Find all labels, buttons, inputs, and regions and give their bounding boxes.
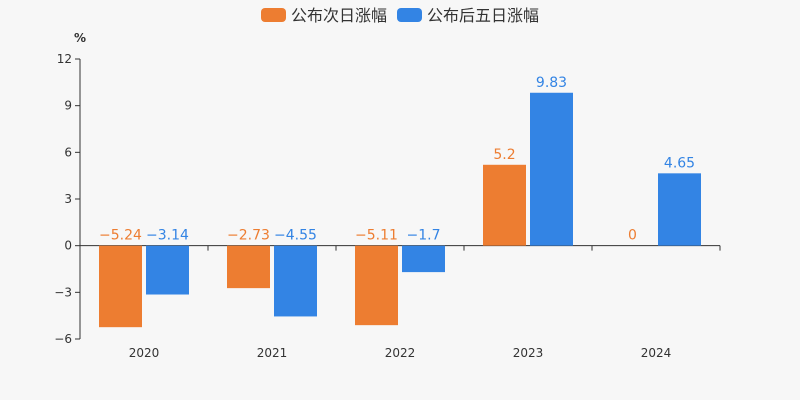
y-tick-label: −6 bbox=[54, 332, 72, 346]
y-tick-label: 12 bbox=[57, 52, 72, 66]
data-label: −2.73 bbox=[227, 228, 270, 244]
bar-2-2024[interactable] bbox=[658, 173, 701, 246]
y-tick-label: 6 bbox=[64, 145, 72, 159]
legend-label: 公布次日涨幅 bbox=[291, 6, 387, 25]
bars bbox=[99, 92, 701, 328]
y-tick-label: 0 bbox=[64, 239, 72, 253]
y-tick-label: 9 bbox=[64, 99, 72, 113]
bar-2-2022[interactable] bbox=[402, 245, 445, 273]
bar-2-2021[interactable] bbox=[274, 245, 317, 317]
legend-swatch bbox=[261, 8, 286, 22]
data-label: −1.7 bbox=[407, 228, 441, 244]
bar-1-2021[interactable] bbox=[227, 245, 270, 289]
bar-1-2023[interactable] bbox=[483, 164, 526, 246]
data-labels: −5.24 −2.73 −5.11 5.2 0 −3.14 −4.55 −1.7 9.83 4.6… bbox=[99, 75, 695, 244]
data-label: −5.24 bbox=[99, 228, 142, 244]
x-tick-label: 2020 bbox=[129, 346, 160, 360]
y-axis-unit-label: % bbox=[74, 31, 86, 45]
x-tick-label: 2024 bbox=[641, 346, 672, 360]
data-label: 0 bbox=[628, 228, 637, 244]
data-label: 4.65 bbox=[664, 155, 695, 171]
bar-2-2020[interactable] bbox=[146, 245, 189, 295]
data-label: −5.11 bbox=[355, 228, 398, 244]
bar-2-2023[interactable] bbox=[530, 92, 573, 246]
legend-swatch bbox=[397, 8, 422, 22]
legend-item-1[interactable]: 公布次日涨幅 bbox=[261, 6, 387, 25]
x-tick-label: 2023 bbox=[513, 346, 544, 360]
legend-label: 公布后五日涨幅 bbox=[427, 6, 539, 25]
axes: −6 −3 0 3 6 9 12 2020 2021 2022 2023 2024 bbox=[54, 52, 721, 360]
y-tick-label: −3 bbox=[54, 285, 72, 299]
x-tick-label: 2021 bbox=[257, 346, 288, 360]
y-tick-label: 3 bbox=[64, 192, 72, 206]
data-label: −4.55 bbox=[274, 228, 317, 244]
bar-1-2022[interactable] bbox=[355, 245, 398, 326]
legend: 公布次日涨幅 公布后五日涨幅 bbox=[261, 6, 539, 25]
bar-1-2020[interactable] bbox=[99, 245, 142, 328]
data-label: 5.2 bbox=[493, 147, 515, 163]
data-label: 9.83 bbox=[536, 75, 567, 91]
data-label: −3.14 bbox=[146, 228, 189, 244]
x-tick-label: 2022 bbox=[385, 346, 416, 360]
legend-item-2[interactable]: 公布后五日涨幅 bbox=[397, 6, 539, 25]
